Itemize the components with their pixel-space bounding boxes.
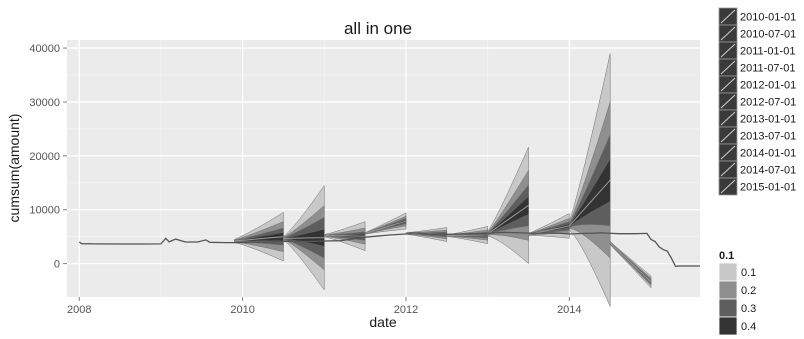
band-legend-label: 0.4 [741, 321, 756, 333]
date-legend-key-stroke [720, 162, 736, 177]
band-legend-label: 0.2 [741, 285, 756, 297]
date-legend-label: 2011-07-01 [740, 63, 795, 75]
history-line [78, 231, 700, 267]
band-legend-label: 0.3 [741, 303, 756, 315]
date-legend-label: 2013-01-01 [740, 114, 796, 126]
quantile-band-4 [487, 195, 529, 235]
y-tick-label: 40000 [29, 43, 60, 55]
date-legend-item: 2011-07-01 [718, 58, 795, 77]
median-line [324, 235, 366, 237]
date-legend-key-stroke [720, 94, 736, 109]
date-legend-item: 2011-01-01 [718, 41, 795, 60]
forecast-segment [568, 53, 611, 307]
forecast-segment [234, 211, 284, 262]
x-tick-label: 2010 [230, 304, 254, 316]
band-legend-key [718, 298, 738, 318]
forecast-segment [609, 240, 652, 289]
band-legend-item: 0.3 [718, 298, 756, 318]
median-line [234, 236, 284, 242]
y-axis-ticks: 0 10000 20000 30000 40000 [29, 43, 67, 271]
median-line [364, 220, 407, 234]
date-legend-key-stroke [720, 77, 736, 92]
y-axis-label: cumsum(amount) [6, 114, 22, 223]
date-legend-label: 2012-07-01 [740, 97, 796, 109]
median-line [568, 179, 611, 227]
date-legend-item: 2010-07-01 [718, 24, 796, 43]
date-legend-item: 2013-01-01 [718, 109, 796, 128]
y-tick-label: 10000 [29, 205, 60, 217]
forecast-segment [364, 212, 407, 235]
band-legend-key [718, 316, 738, 336]
quantile-band-3 [487, 184, 529, 236]
date-legend-item: 2010-01-01 [718, 7, 796, 26]
date-legend-item: 2012-07-01 [718, 92, 796, 111]
date-legend-label: 2014-01-01 [740, 148, 796, 160]
x-tick-label: 2012 [394, 304, 418, 316]
y-tick-label: 0 [54, 259, 60, 271]
date-legend-item: 2013-07-01 [718, 126, 796, 145]
date-legend-key-stroke [720, 128, 736, 143]
date-legend-label: 2011-01-01 [740, 46, 795, 58]
band-legend-label: 0.1 [741, 267, 756, 279]
date-legend-key-stroke [720, 145, 736, 160]
median-line [446, 234, 488, 237]
date-legend-key-stroke [720, 111, 736, 126]
date-legend-key-stroke [720, 179, 736, 194]
band-legend-item: 0.4 [718, 316, 756, 336]
date-legend-key-stroke [720, 9, 736, 24]
quantile-band-4 [569, 157, 611, 228]
x-tick-label: 2014 [557, 304, 581, 316]
forecast-bands [234, 53, 652, 307]
band-legend: 0.1 0.1 0.2 0.3 0.4 [718, 250, 756, 336]
date-legend-label: 2010-07-01 [740, 29, 796, 41]
date-legend-label: 2013-07-01 [740, 131, 796, 143]
median-line [487, 204, 529, 235]
date-legend-label: 2015-01-01 [740, 182, 796, 194]
major-gridlines [67, 40, 700, 297]
date-legend-label: 2010-01-01 [740, 12, 796, 24]
date-legend-item: 2014-01-01 [718, 143, 796, 162]
forecast-segment [528, 213, 570, 239]
date-legend-label: 2012-01-01 [740, 80, 796, 92]
forecast-segment [283, 184, 325, 291]
forecast-segment [324, 221, 366, 252]
band-legend-title: 0.1 [719, 250, 734, 262]
forecast-segment [487, 147, 529, 265]
chart-title: all in one [344, 19, 412, 38]
x-axis-label: date [369, 314, 396, 330]
band-legend-key [718, 280, 738, 300]
date-legend-key-stroke [720, 43, 736, 58]
x-tick-label: 2008 [67, 304, 91, 316]
date-legend-item: 2015-01-01 [718, 177, 796, 196]
median-line [283, 237, 325, 239]
date-legend: 2010-01-01 2010-07-01 2011-01-01 2011-07-01… [718, 7, 796, 196]
date-legend-key-stroke [720, 60, 736, 75]
y-tick-label: 20000 [29, 151, 60, 163]
median-line [609, 242, 652, 283]
y-tick-label: 30000 [29, 97, 60, 109]
date-legend-item: 2014-07-01 [718, 160, 796, 179]
band-legend-item: 0.1 [718, 262, 756, 282]
date-legend-key-stroke [720, 26, 736, 41]
history-series [78, 231, 700, 267]
date-legend-item: 2012-01-01 [718, 75, 796, 94]
band-legend-key [718, 262, 738, 282]
x-axis-ticks: 2008 2010 2012 2014 [67, 297, 582, 316]
band-legend-item: 0.2 [718, 280, 756, 300]
date-legend-label: 2014-07-01 [740, 165, 796, 177]
